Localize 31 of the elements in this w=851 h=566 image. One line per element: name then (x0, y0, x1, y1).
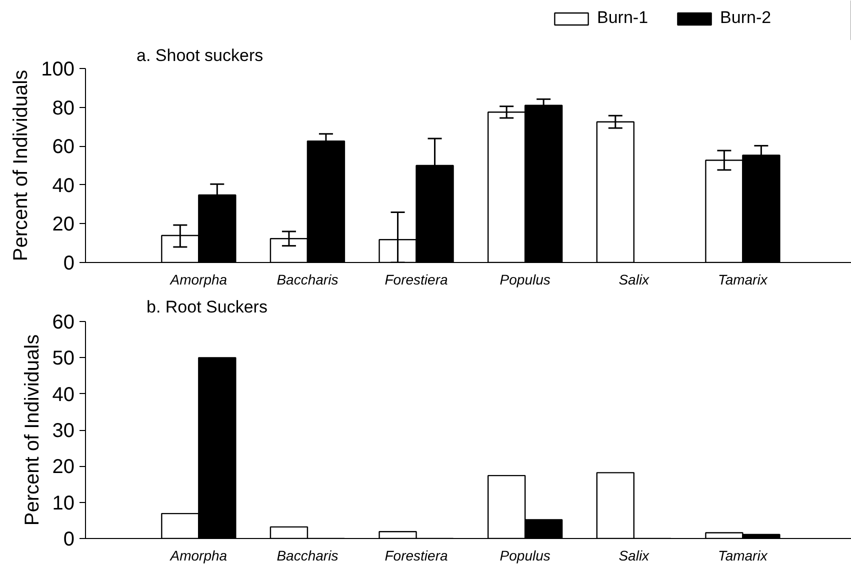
legend-label: Burn-2 (720, 8, 772, 28)
x-tick-label: Forestiera (384, 548, 448, 564)
y-tick-label: 40 (52, 384, 75, 406)
y-axis-title: Percent of Individuals (10, 70, 32, 262)
x-tick-label: Tamarix (718, 272, 768, 288)
y-tick-label: 30 (52, 420, 75, 442)
x-tick-label: Salix (618, 272, 650, 288)
x-tick-label: Populus (500, 272, 550, 288)
chart-title: a. Shoot suckers (136, 46, 264, 65)
x-tick-label: Populus (500, 548, 550, 564)
y-tick-label: 60 (52, 312, 75, 334)
y-tick-label: 20 (52, 456, 75, 478)
y-tick-label: 100 (41, 58, 75, 80)
x-tick-label: Forestiera (384, 272, 448, 288)
y-tick-label: 80 (52, 97, 75, 120)
y-axis-title: Percent of Individuals (21, 334, 44, 526)
x-tick-label: Tamarix (718, 548, 768, 564)
y-tick-label: 40 (52, 174, 75, 197)
y-tick-label: 50 (52, 348, 75, 370)
y-tick-label: 0 (63, 528, 74, 550)
legend-label: Burn-1 (597, 8, 648, 28)
y-tick-label: 20 (52, 214, 75, 236)
y-tick-label: 0 (63, 252, 74, 274)
x-tick-label: Amorpha (169, 272, 228, 288)
y-tick-label: 60 (52, 136, 75, 158)
x-tick-label: Salix (618, 548, 650, 564)
x-tick-label: Baccharis (276, 272, 338, 288)
x-tick-label: Amorpha (169, 548, 228, 564)
y-tick-label: 10 (52, 492, 75, 514)
chart-title: b. Root Suckers (146, 298, 268, 316)
x-tick-label: Baccharis (276, 548, 338, 564)
